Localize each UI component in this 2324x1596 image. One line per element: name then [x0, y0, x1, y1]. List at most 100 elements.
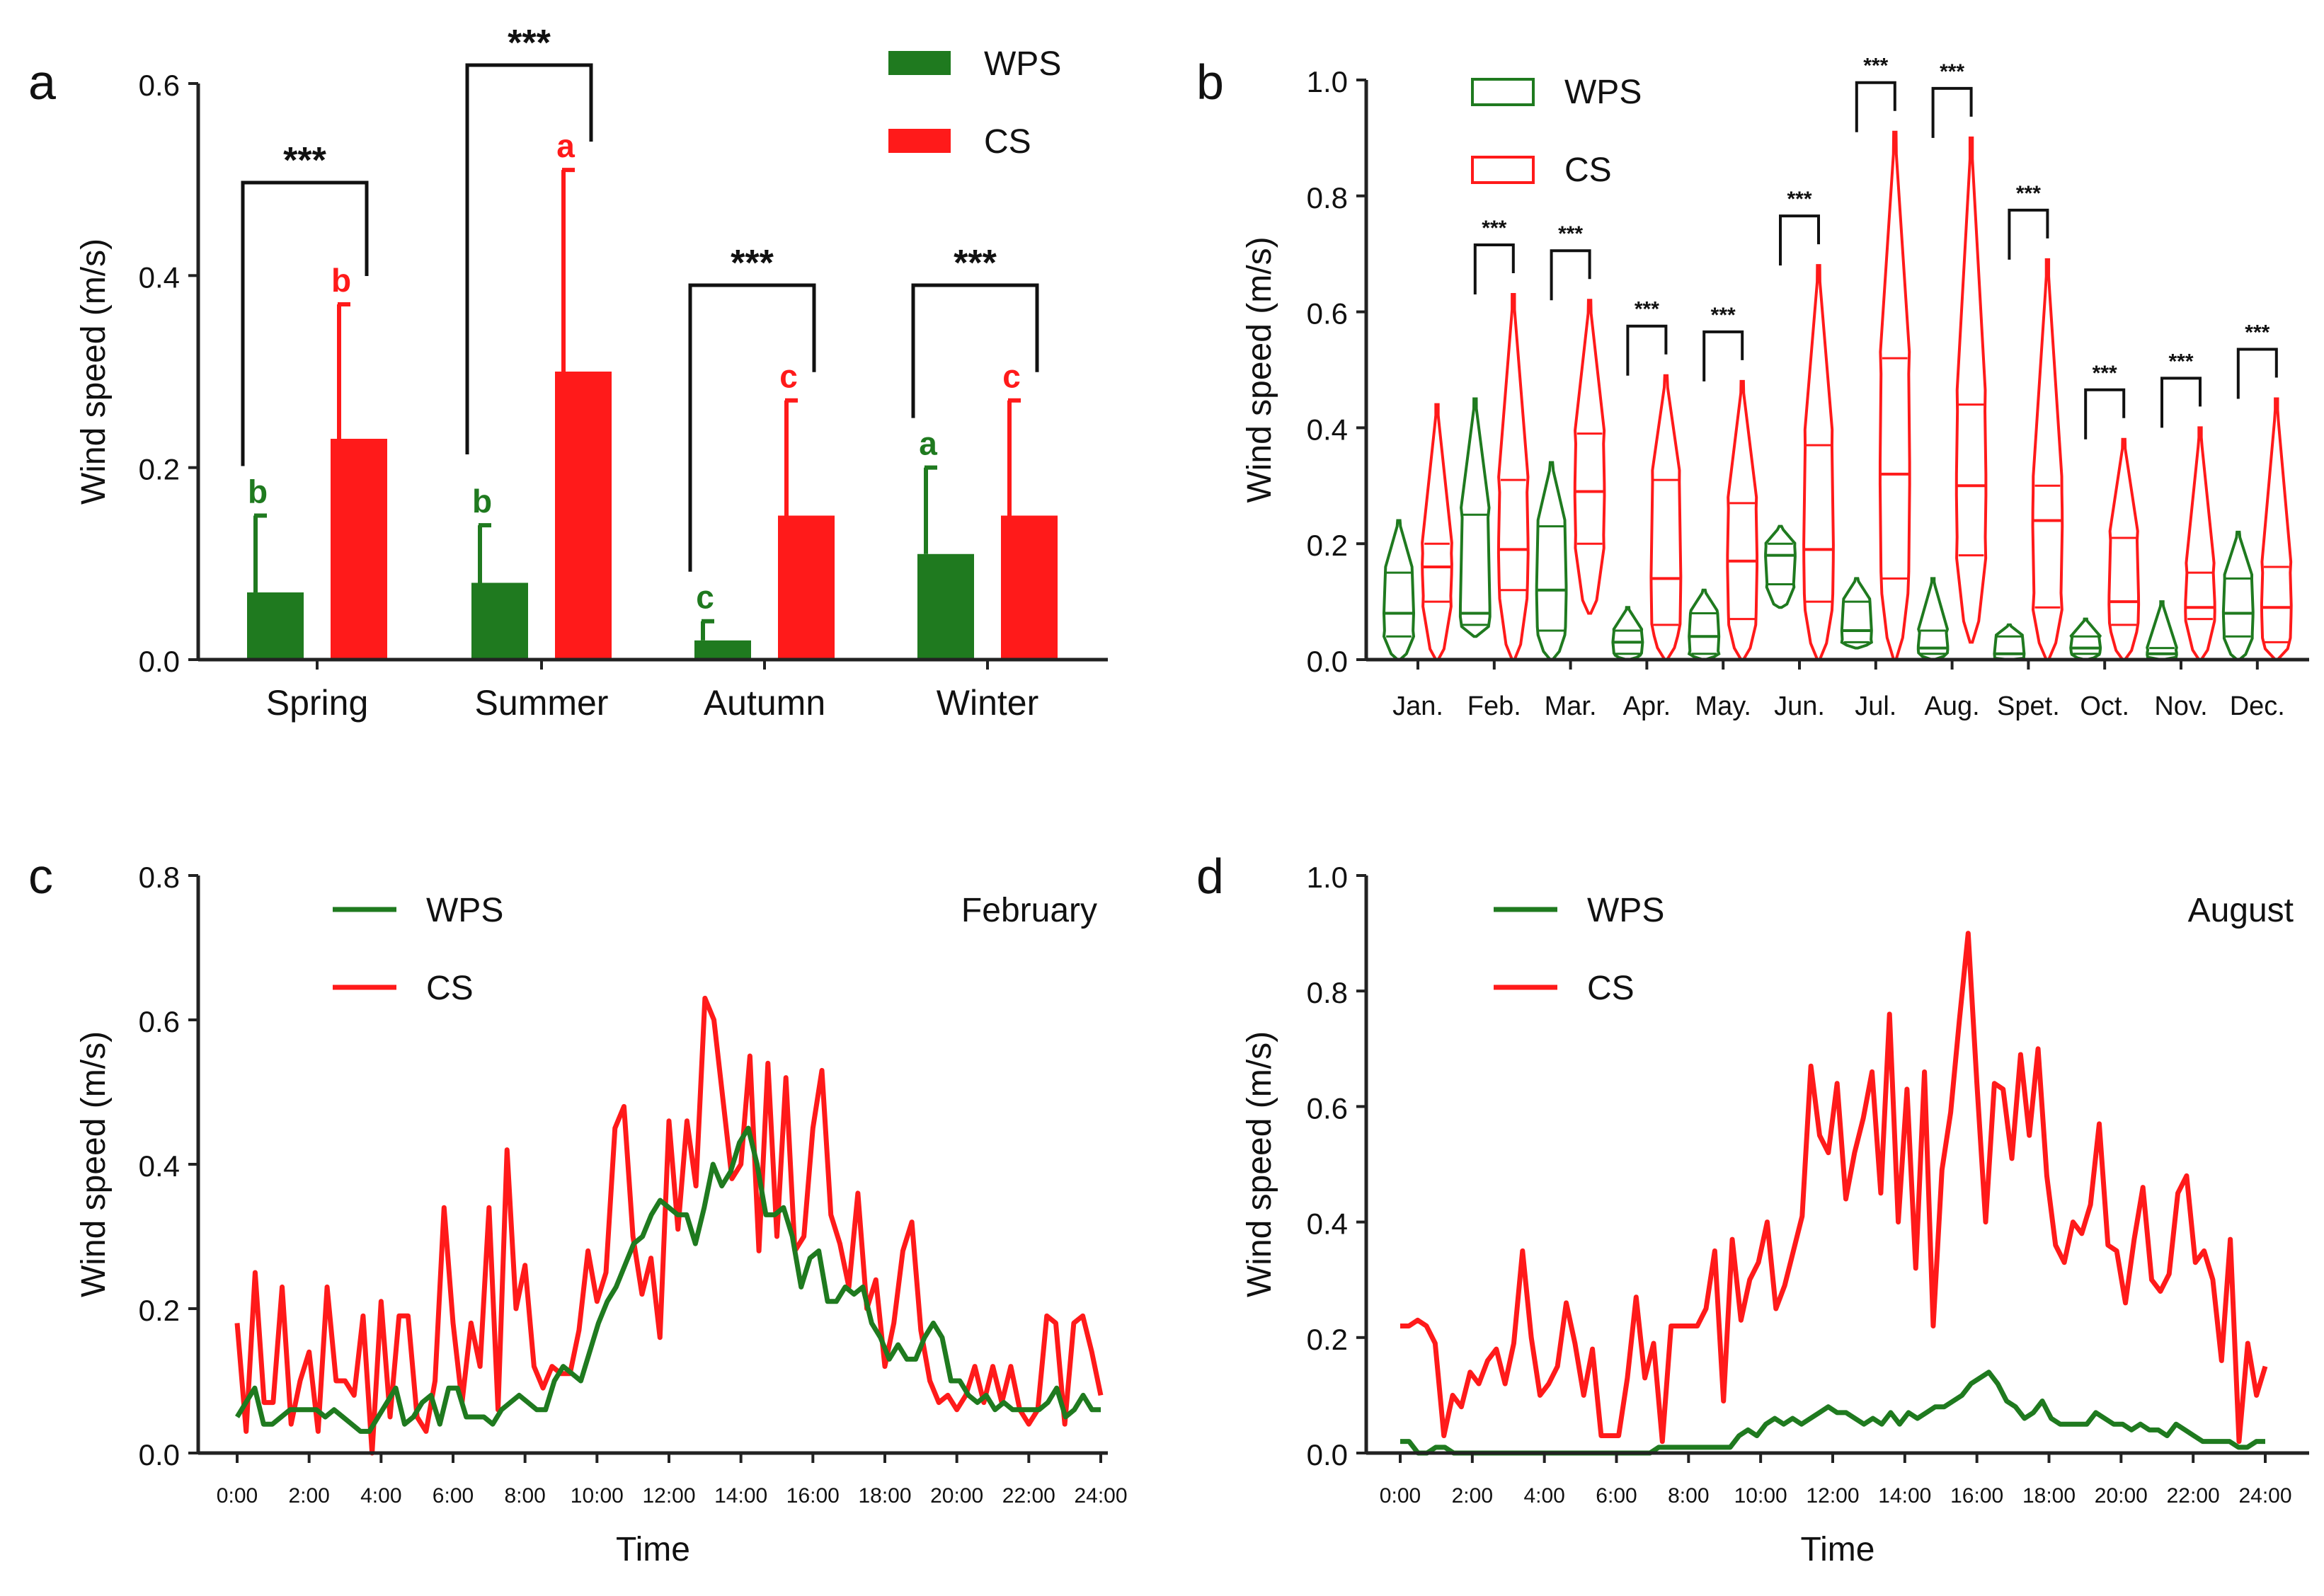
b-panel-label: b	[1196, 54, 1224, 110]
x-tick-label: 14:00	[714, 1484, 767, 1508]
a-y-tick-label: 0.2	[139, 453, 180, 486]
month-annotation: August	[2188, 892, 2294, 929]
p2-panel-label: c	[28, 849, 53, 904]
significance-stars: ***	[283, 140, 326, 181]
significance-stars: ***	[1635, 298, 1659, 321]
x-tick-label: 20:00	[2095, 1484, 2148, 1508]
b-y-tick-label: 0.6	[1307, 297, 1348, 331]
x-axis-title: Time	[616, 1531, 690, 1568]
bar-cs	[778, 515, 835, 660]
significance-bracket	[1855, 81, 1896, 132]
b-x-tick-label: Apr.	[1623, 691, 1671, 721]
p2-y-tick-label: 0.4	[139, 1149, 180, 1183]
bar-wps	[471, 582, 528, 660]
violin-wps	[1535, 461, 1568, 661]
b-x-tick-label: May.	[1695, 691, 1751, 721]
x-tick-label: 10:00	[571, 1484, 624, 1508]
x-tick-label: 8:00	[1668, 1484, 1709, 1508]
bar-cs	[555, 372, 612, 660]
p3-y-tick-label: 0.2	[1307, 1323, 1348, 1356]
p2-y-tick-label: 0.0	[139, 1438, 180, 1471]
b-x-tick-label: Aug.	[1925, 691, 1980, 721]
significance-letter-cs: c	[1002, 358, 1021, 395]
p3-panel-label: d	[1196, 849, 1224, 904]
b-x-tick-label: Dec.	[2230, 691, 2285, 721]
significance-letter-wps: b	[248, 473, 268, 510]
legend-swatch-cs	[888, 129, 951, 153]
significance-bracket	[241, 180, 369, 466]
significance-stars: ***	[2093, 362, 2117, 385]
violin-cs	[1954, 136, 1988, 644]
p2-y-axis-title: Wind speed (m/s)	[75, 1031, 113, 1297]
legend-label-cs: CS	[1564, 151, 1612, 189]
violin-cs	[1878, 130, 1911, 661]
x-axis-title: Time	[1801, 1531, 1875, 1568]
violin-cs	[1421, 403, 1453, 661]
significance-stars: ***	[1711, 304, 1736, 327]
b-x-tick-label: Mar.	[1545, 691, 1597, 721]
x-tick-label: 4:00	[360, 1484, 401, 1508]
significance-bracket	[1931, 86, 1973, 138]
violin-wps	[2069, 617, 2102, 661]
legend-label-wps: WPS	[1587, 892, 1664, 929]
significance-bracket	[1626, 324, 1668, 376]
x-tick-label: 12:00	[1806, 1484, 1859, 1508]
violin-wps	[1611, 606, 1644, 661]
legend-swatch-wps	[888, 51, 951, 75]
bar-wps	[694, 640, 751, 660]
line-series-wps	[1400, 1370, 2265, 1456]
violin-wps	[1993, 623, 2026, 661]
a-y-tick-label: 0.0	[139, 645, 180, 678]
significance-bracket	[1702, 330, 1744, 381]
month-annotation: February	[961, 892, 1097, 929]
violin-cs	[2184, 426, 2216, 661]
legend-label-wps: WPS	[1564, 74, 1642, 111]
significance-letter-cs: a	[556, 127, 575, 164]
p2-y-tick-label: 0.2	[139, 1294, 180, 1327]
significance-stars: ***	[1863, 54, 1888, 78]
violin-cs	[2107, 437, 2141, 661]
b-y-tick-label: 0.8	[1307, 181, 1348, 214]
violin-cs	[2031, 258, 2064, 661]
violin-cs	[1496, 293, 1530, 661]
violin-wps	[1764, 524, 1797, 609]
bar-wps	[247, 592, 304, 660]
significance-bracket	[465, 63, 593, 454]
a-x-tick-label: Summer	[475, 683, 609, 723]
significance-stars: ***	[1940, 60, 1964, 84]
p3-y-axis-title: Wind speed (m/s)	[1241, 1031, 1278, 1297]
significance-stars: ***	[954, 243, 997, 284]
b-x-tick-label: Nov.	[2154, 691, 2207, 721]
significance-letter-wps: c	[696, 579, 714, 616]
significance-bracket	[2236, 348, 2278, 399]
violin-cs	[2260, 397, 2293, 661]
significance-stars: ***	[731, 243, 774, 284]
x-tick-label: 2:00	[288, 1484, 329, 1508]
x-tick-label: 16:00	[786, 1484, 840, 1508]
violin-wps	[1458, 397, 1492, 638]
b-x-tick-label: Oct.	[2080, 691, 2129, 721]
bar-wps	[917, 553, 974, 660]
significance-bracket	[911, 283, 1039, 418]
x-tick-label: 6:00	[1596, 1484, 1637, 1508]
x-tick-label: 4:00	[1523, 1484, 1564, 1508]
legend-label-wps: WPS	[426, 892, 503, 929]
b-y-tick-label: 0.0	[1307, 645, 1348, 678]
line-series-wps	[235, 1125, 1101, 1434]
p2-y-tick-label: 0.8	[139, 861, 180, 894]
p2-y-tick-label: 0.6	[139, 1005, 180, 1038]
legend-swatch-cs	[1471, 156, 1535, 184]
x-tick-label: 6:00	[433, 1484, 474, 1508]
significance-bracket	[2160, 377, 2202, 428]
significance-stars: ***	[508, 23, 551, 64]
x-tick-label: 22:00	[2167, 1484, 2220, 1508]
b-y-tick-label: 0.4	[1307, 413, 1348, 446]
p3-y-tick-label: 0.0	[1307, 1438, 1348, 1471]
violin-wps	[1916, 577, 1950, 661]
x-tick-label: 24:00	[2238, 1484, 2291, 1508]
x-tick-label: 16:00	[1950, 1484, 2003, 1508]
b-x-tick-label: Jun.	[1774, 691, 1825, 721]
bar-cs	[1001, 515, 1058, 660]
